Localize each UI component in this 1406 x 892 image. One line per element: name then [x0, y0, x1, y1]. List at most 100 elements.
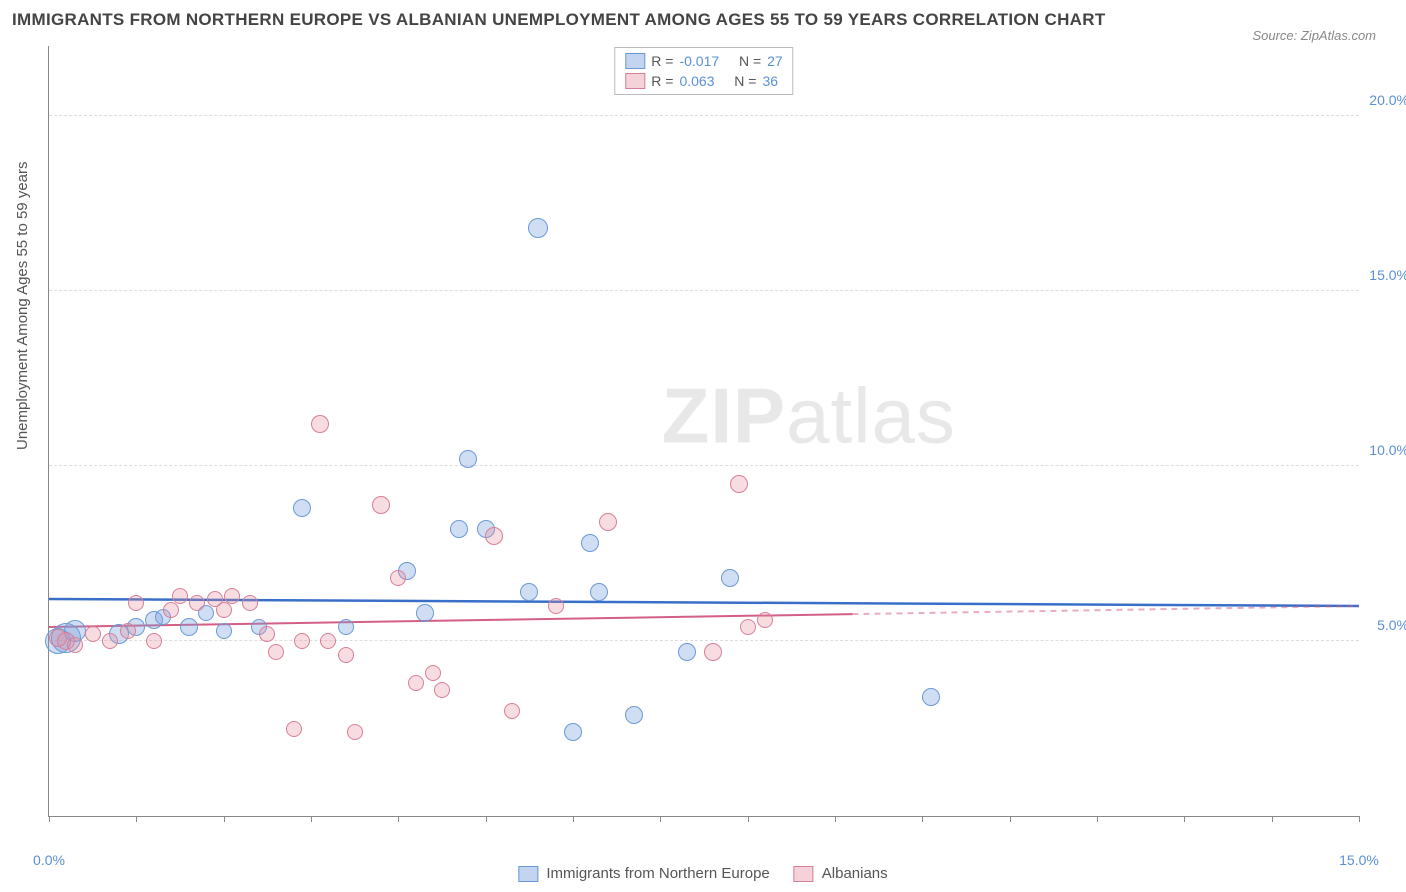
plot-area: ZIPatlas R = -0.017 N = 27 R = 0.063 N =… [48, 46, 1359, 817]
data-point [520, 583, 538, 601]
data-point [320, 633, 336, 649]
legend-item: Albanians [794, 865, 888, 882]
data-point [293, 499, 311, 517]
data-point [416, 604, 434, 622]
data-point [564, 723, 582, 741]
r-value: 0.063 [679, 71, 714, 91]
data-point [163, 602, 179, 618]
chart-title: IMMIGRANTS FROM NORTHERN EUROPE VS ALBAN… [12, 10, 1106, 30]
data-point [67, 637, 83, 653]
data-point [338, 619, 354, 635]
xtick [398, 816, 399, 822]
xtick [660, 816, 661, 822]
data-point [721, 569, 739, 587]
gridline [49, 465, 1359, 466]
correlation-legend: R = -0.017 N = 27 R = 0.063 N = 36 [614, 47, 793, 95]
gridline [49, 640, 1359, 641]
xtick-label: 0.0% [33, 852, 65, 868]
data-point [425, 665, 441, 681]
watermark-light: atlas [786, 371, 956, 459]
n-label: N = [734, 71, 756, 91]
ytick-label: 20.0% [1369, 92, 1406, 108]
legend-label: Albanians [822, 865, 888, 882]
ytick-label: 15.0% [1369, 267, 1406, 283]
data-point [338, 647, 354, 663]
r-label: R = [651, 71, 673, 91]
data-point [434, 682, 450, 698]
data-point [599, 513, 617, 531]
data-point [450, 520, 468, 538]
data-point [172, 588, 188, 604]
ytick-label: 10.0% [1369, 442, 1406, 458]
data-point [704, 643, 722, 661]
xtick [922, 816, 923, 822]
data-point [730, 475, 748, 493]
legend-row: R = 0.063 N = 36 [625, 71, 782, 91]
xtick [49, 816, 50, 822]
data-point [678, 643, 696, 661]
data-point [922, 688, 940, 706]
data-point [347, 724, 363, 740]
xtick [1097, 816, 1098, 822]
swatch-icon [625, 73, 645, 89]
data-point [311, 415, 329, 433]
data-point [740, 619, 756, 635]
ytick-label: 5.0% [1377, 617, 1406, 633]
xtick [486, 816, 487, 822]
data-point [120, 623, 136, 639]
xtick [311, 816, 312, 822]
data-point [268, 644, 284, 660]
xtick-label: 15.0% [1339, 852, 1379, 868]
y-axis-label: Unemployment Among Ages 55 to 59 years [14, 161, 31, 450]
watermark: ZIPatlas [662, 370, 956, 461]
data-point [286, 721, 302, 737]
data-point [85, 626, 101, 642]
data-point [242, 595, 258, 611]
swatch-icon [625, 53, 645, 69]
legend-label: Immigrants from Northern Europe [546, 865, 769, 882]
data-point [216, 602, 232, 618]
r-value: -0.017 [679, 51, 719, 71]
data-point [528, 218, 548, 238]
data-point [128, 595, 144, 611]
n-value: 36 [762, 71, 778, 91]
series-legend: Immigrants from Northern Europe Albanian… [518, 865, 887, 882]
xtick [748, 816, 749, 822]
data-point [408, 675, 424, 691]
xtick [835, 816, 836, 822]
data-point [459, 450, 477, 468]
data-point [294, 633, 310, 649]
xtick [136, 816, 137, 822]
xtick [573, 816, 574, 822]
watermark-bold: ZIP [662, 371, 786, 459]
n-label: N = [739, 51, 761, 71]
xtick [1359, 816, 1360, 822]
data-point [224, 588, 240, 604]
xtick [224, 816, 225, 822]
data-point [146, 633, 162, 649]
xtick [1184, 816, 1185, 822]
data-point [581, 534, 599, 552]
source-label: Source: ZipAtlas.com [1252, 28, 1376, 43]
data-point [504, 703, 520, 719]
xtick [1010, 816, 1011, 822]
data-point [102, 633, 118, 649]
data-point [625, 706, 643, 724]
data-point [259, 626, 275, 642]
swatch-icon [794, 866, 814, 882]
data-point [180, 618, 198, 636]
legend-item: Immigrants from Northern Europe [518, 865, 769, 882]
n-value: 27 [767, 51, 783, 71]
data-point [548, 598, 564, 614]
swatch-icon [518, 866, 538, 882]
xtick [1272, 816, 1273, 822]
data-point [372, 496, 390, 514]
data-point [590, 583, 608, 601]
data-point [189, 595, 205, 611]
data-point [390, 570, 406, 586]
data-point [216, 623, 232, 639]
data-point [757, 612, 773, 628]
data-point [485, 527, 503, 545]
r-label: R = [651, 51, 673, 71]
gridline [49, 290, 1359, 291]
